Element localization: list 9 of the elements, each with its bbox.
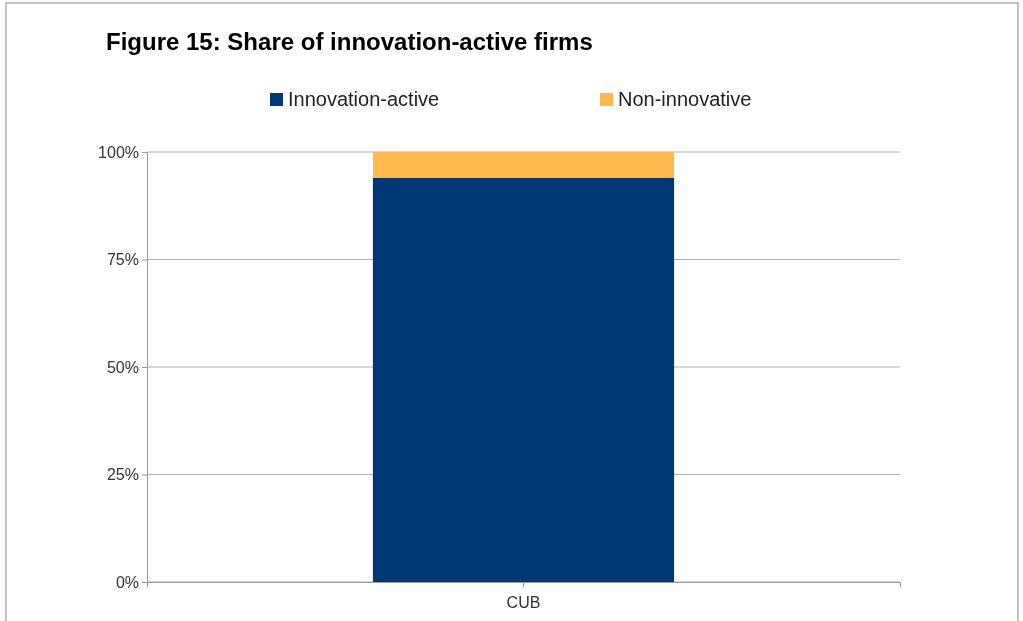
x-tick-label: CUB [506,593,541,611]
y-tick-label: 50% [106,358,139,376]
y-tick-label: 75% [106,251,139,269]
y-tick-label: 0% [115,573,139,591]
chart-title: Figure 15: Share of innovation-active firms [106,28,593,55]
legend-label: Non-innovative [618,88,752,110]
y-tick-label: 100% [98,143,139,161]
legend-label: Innovation-active [288,88,440,110]
y-tick-label: 25% [106,466,139,484]
